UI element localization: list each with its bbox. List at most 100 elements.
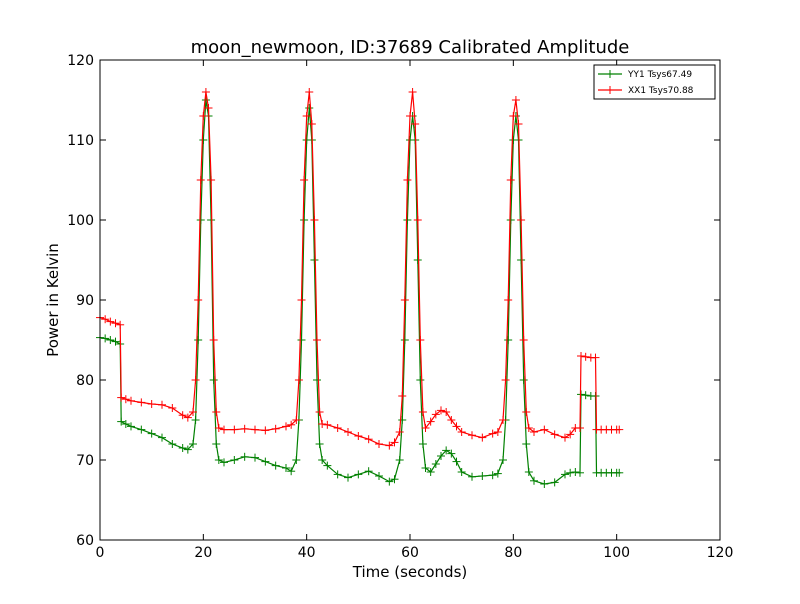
x-tick-label: 100 [603, 545, 630, 561]
data-point [437, 452, 445, 460]
data-point [517, 256, 526, 264]
data-point [468, 472, 476, 481]
data-point [561, 470, 569, 479]
data-point [504, 296, 513, 304]
data-point [220, 425, 228, 434]
legend-box [593, 64, 716, 100]
data-point [333, 470, 342, 479]
data-point [550, 430, 559, 439]
data-point [375, 472, 383, 480]
data-point [282, 464, 290, 472]
data-point [517, 216, 526, 224]
data-point [318, 456, 327, 464]
x-tick-label: 60 [401, 545, 419, 561]
data-point [189, 408, 197, 416]
data-point [127, 396, 135, 405]
data-point [183, 445, 192, 454]
data-point [189, 440, 197, 448]
data-point [364, 435, 373, 444]
data-point [220, 458, 228, 467]
data-point [106, 317, 115, 326]
legend: YY1 Tsys67.49 XX1 Tsys70.88 [593, 64, 716, 100]
data-point [522, 440, 531, 448]
data-point [615, 468, 624, 477]
data-point [204, 104, 213, 112]
data-point [201, 88, 210, 96]
data-point [514, 120, 523, 128]
data-point [421, 464, 430, 472]
data-point [540, 480, 549, 488]
data-point [398, 416, 407, 424]
data-point [354, 432, 363, 440]
data-point [447, 449, 456, 458]
data-point [457, 468, 466, 476]
data-point [111, 337, 120, 346]
data-point [168, 404, 177, 412]
data-point [207, 216, 216, 224]
data-point [457, 428, 466, 436]
y-axis: 60 70 80 90 100 110 120 [67, 53, 720, 549]
data-point [292, 456, 301, 464]
data-point [344, 473, 352, 482]
data-point [566, 430, 575, 439]
data-point [168, 440, 177, 448]
data-point [591, 353, 600, 362]
data-point [524, 424, 533, 432]
data-point [196, 216, 205, 224]
data-point [230, 456, 239, 464]
data-point [251, 425, 259, 434]
data-point [297, 336, 306, 344]
data-point [509, 112, 518, 120]
data-point [452, 457, 461, 466]
data-point [577, 352, 586, 360]
y-tick-label: 100 [67, 213, 94, 229]
data-point [137, 425, 146, 434]
data-point [127, 422, 135, 431]
x-axis: 0 20 40 60 80 100 120 [96, 60, 733, 561]
data-point [300, 216, 309, 224]
data-point [421, 424, 430, 432]
data-point [117, 393, 126, 402]
data-point [431, 460, 440, 468]
y-axis-label: Power in Kelvin [44, 243, 62, 357]
data-point [581, 352, 590, 361]
y-tick-label: 90 [76, 293, 94, 309]
data-point [506, 216, 515, 224]
data-point [344, 428, 352, 436]
data-point [408, 88, 417, 96]
data-point [418, 408, 427, 416]
data-point [121, 395, 130, 404]
data-point [323, 461, 332, 470]
data-point [271, 424, 280, 433]
data-point [251, 453, 259, 462]
data-point [400, 336, 409, 344]
data-point [212, 408, 221, 416]
data-point [313, 336, 321, 344]
x-tick-label: 0 [96, 545, 105, 561]
data-point [406, 112, 414, 120]
data-point [261, 457, 270, 466]
data-point [261, 426, 270, 435]
data-point [147, 400, 156, 408]
y-tick-label: 70 [76, 453, 94, 469]
data-point [403, 176, 412, 184]
data-point [413, 256, 422, 264]
data-point [390, 438, 399, 447]
data-point [385, 441, 394, 450]
series-line [99, 99, 620, 485]
x-tick-label: 20 [194, 545, 212, 561]
data-point [437, 406, 445, 415]
data-point [581, 391, 590, 400]
data-point [519, 336, 528, 344]
data-point [297, 296, 306, 304]
data-point [318, 420, 327, 428]
data-point [524, 468, 533, 476]
chart-title: moon_newmoon, ID:37689 Calibrated Amplit… [191, 37, 630, 58]
data-point [302, 112, 311, 120]
data-point [137, 398, 146, 407]
data-point [468, 431, 476, 440]
data-point [416, 376, 425, 384]
data-point [310, 216, 319, 224]
data-point [522, 408, 531, 416]
